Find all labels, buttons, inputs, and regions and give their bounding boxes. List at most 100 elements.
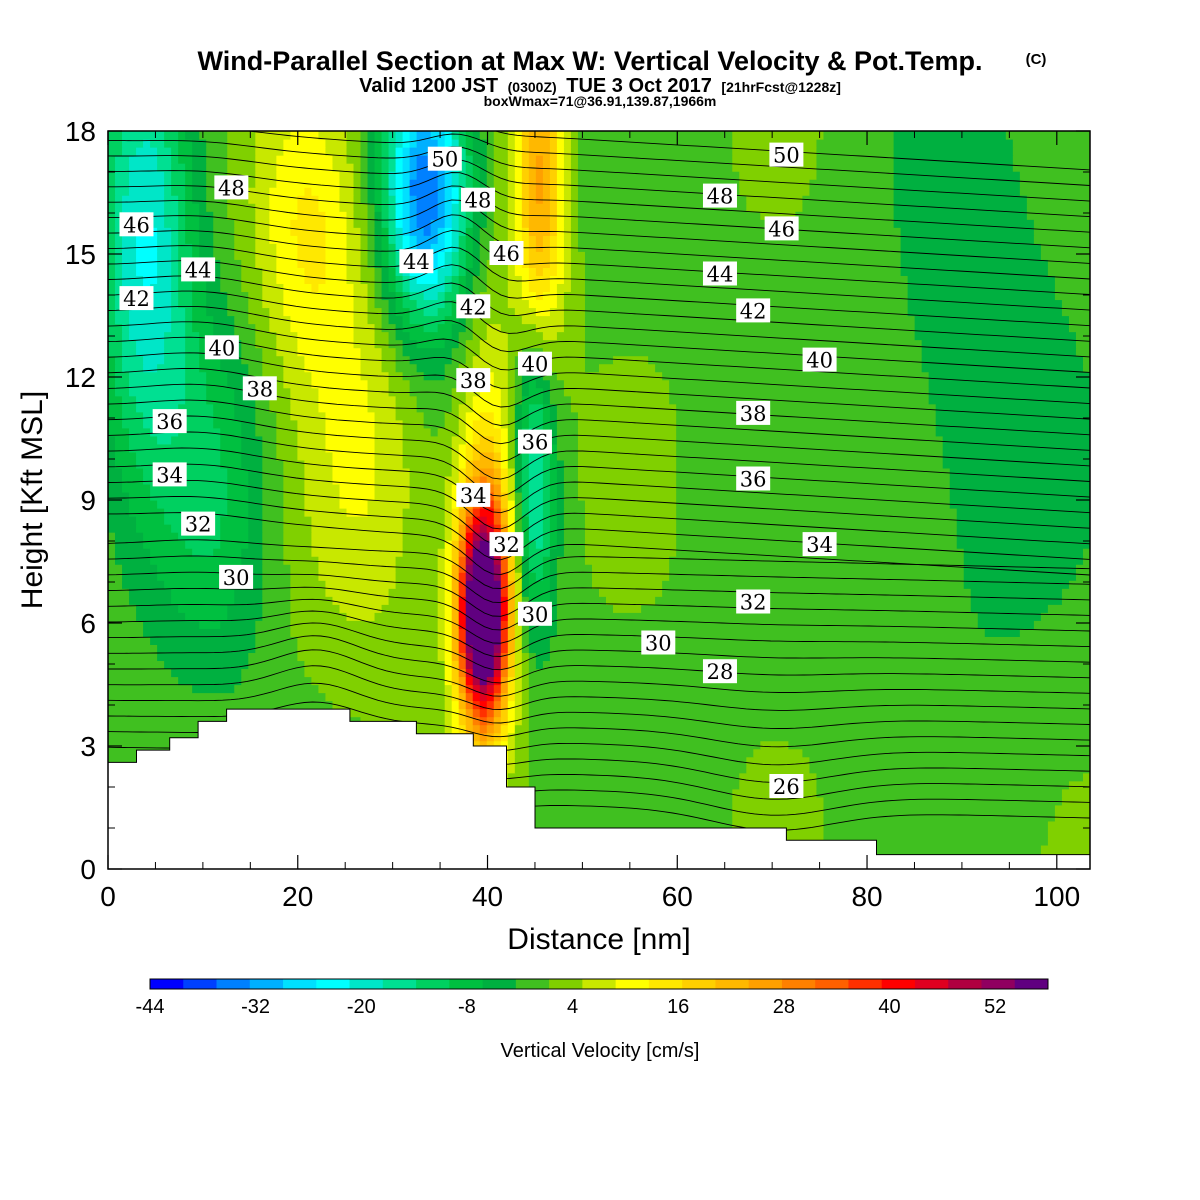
velocity-cell bbox=[493, 459, 502, 469]
velocity-cell bbox=[220, 443, 242, 453]
velocity-cell bbox=[521, 459, 530, 469]
velocity-cell bbox=[108, 323, 123, 333]
velocity-cell bbox=[465, 355, 474, 365]
velocity-cell bbox=[339, 483, 376, 493]
velocity-cell bbox=[584, 323, 916, 333]
velocity-cell bbox=[150, 211, 165, 220]
velocity-cell bbox=[157, 155, 172, 164]
velocity-cell bbox=[528, 475, 544, 485]
velocity-cell bbox=[395, 275, 404, 285]
velocity-cell bbox=[570, 139, 579, 148]
velocity-cell bbox=[171, 163, 186, 172]
velocity-cell bbox=[367, 163, 376, 172]
velocity-cell bbox=[549, 451, 558, 461]
velocity-cell bbox=[157, 243, 172, 252]
velocity-cell bbox=[549, 187, 558, 196]
velocity-cell bbox=[437, 636, 446, 645]
velocity-cell bbox=[444, 644, 453, 654]
velocity-cell bbox=[570, 163, 579, 172]
velocity-cell bbox=[465, 524, 474, 533]
velocity-cell bbox=[577, 131, 733, 140]
velocity-cell bbox=[122, 235, 137, 244]
theta-contour bbox=[108, 512, 1090, 576]
velocity-cell bbox=[108, 435, 116, 445]
velocity-cell bbox=[521, 508, 530, 517]
theta-contour bbox=[108, 275, 1090, 342]
velocity-cell bbox=[290, 403, 320, 413]
velocity-cell bbox=[115, 187, 130, 196]
velocity-cell bbox=[444, 580, 453, 589]
velocity-cell bbox=[556, 612, 979, 621]
velocity-cell bbox=[381, 355, 397, 365]
velocity-cell bbox=[479, 227, 495, 236]
velocity-cell bbox=[444, 203, 453, 212]
velocity-cell bbox=[507, 700, 516, 710]
velocity-cell bbox=[227, 379, 249, 389]
velocity-cell bbox=[374, 171, 383, 180]
theta-contour bbox=[108, 352, 1090, 420]
velocity-cell bbox=[108, 700, 334, 710]
velocity-cell bbox=[374, 339, 390, 349]
velocity-cell bbox=[542, 395, 551, 405]
velocity-cell bbox=[1033, 620, 1090, 629]
velocity-cell bbox=[507, 660, 516, 670]
velocity-cell bbox=[388, 307, 397, 317]
velocity-cell bbox=[521, 371, 544, 381]
velocity-cell bbox=[374, 419, 404, 429]
velocity-cell bbox=[528, 548, 551, 557]
velocity-cell bbox=[290, 612, 348, 621]
colorbar: -44 -32 -20 -8 4 16 28 40 52 bbox=[136, 978, 1049, 1018]
velocity-cell bbox=[528, 692, 1090, 702]
velocity-cell bbox=[500, 403, 509, 413]
velocity-cell bbox=[325, 267, 348, 276]
velocity-cell bbox=[570, 147, 579, 156]
velocity-cell bbox=[479, 708, 488, 718]
velocity-cell bbox=[283, 532, 313, 541]
contour-label-text: 36 bbox=[740, 468, 767, 492]
velocity-cell bbox=[395, 227, 404, 236]
velocity-cell bbox=[122, 347, 137, 357]
velocity-cell bbox=[458, 275, 467, 285]
velocity-cell bbox=[444, 371, 460, 381]
velocity-cell bbox=[556, 147, 565, 156]
velocity-cell bbox=[493, 668, 502, 678]
velocity-cell bbox=[556, 467, 565, 477]
velocity-cell bbox=[129, 596, 172, 605]
velocity-cell bbox=[346, 612, 376, 621]
velocity-cell bbox=[367, 139, 376, 148]
velocity-cell bbox=[297, 243, 327, 252]
velocity-cell bbox=[451, 195, 460, 204]
velocity-cell bbox=[318, 195, 341, 204]
colorbar-swatch bbox=[482, 979, 517, 989]
velocity-cell bbox=[276, 435, 298, 445]
velocity-cell bbox=[346, 219, 355, 228]
velocity-cell bbox=[262, 467, 284, 477]
velocity-cell bbox=[402, 532, 446, 541]
velocity-cell bbox=[1047, 828, 1090, 838]
velocity-cell bbox=[388, 227, 397, 236]
velocity-cell bbox=[500, 508, 509, 517]
velocity-cell bbox=[465, 475, 474, 485]
velocity-cell bbox=[388, 331, 397, 341]
contour-label: 48 bbox=[702, 183, 737, 209]
velocity-cell bbox=[549, 163, 558, 172]
velocity-cell bbox=[577, 195, 747, 204]
velocity-cell bbox=[129, 508, 165, 517]
velocity-cell bbox=[185, 187, 193, 196]
colorbar-swatch bbox=[648, 979, 683, 989]
velocity-cell bbox=[563, 516, 586, 525]
velocity-cell bbox=[136, 612, 186, 621]
velocity-cell bbox=[458, 339, 467, 349]
velocity-cell bbox=[395, 307, 411, 317]
velocity-cell bbox=[339, 171, 355, 180]
velocity-cell bbox=[115, 195, 123, 204]
velocity-cell bbox=[374, 331, 390, 341]
velocity-cell bbox=[556, 435, 579, 445]
velocity-cell bbox=[472, 676, 481, 686]
velocity-cell bbox=[367, 251, 376, 260]
velocity-cell bbox=[248, 371, 263, 381]
velocity-cell bbox=[556, 251, 565, 260]
velocity-cell bbox=[956, 540, 1090, 549]
velocity-cell bbox=[479, 267, 488, 276]
